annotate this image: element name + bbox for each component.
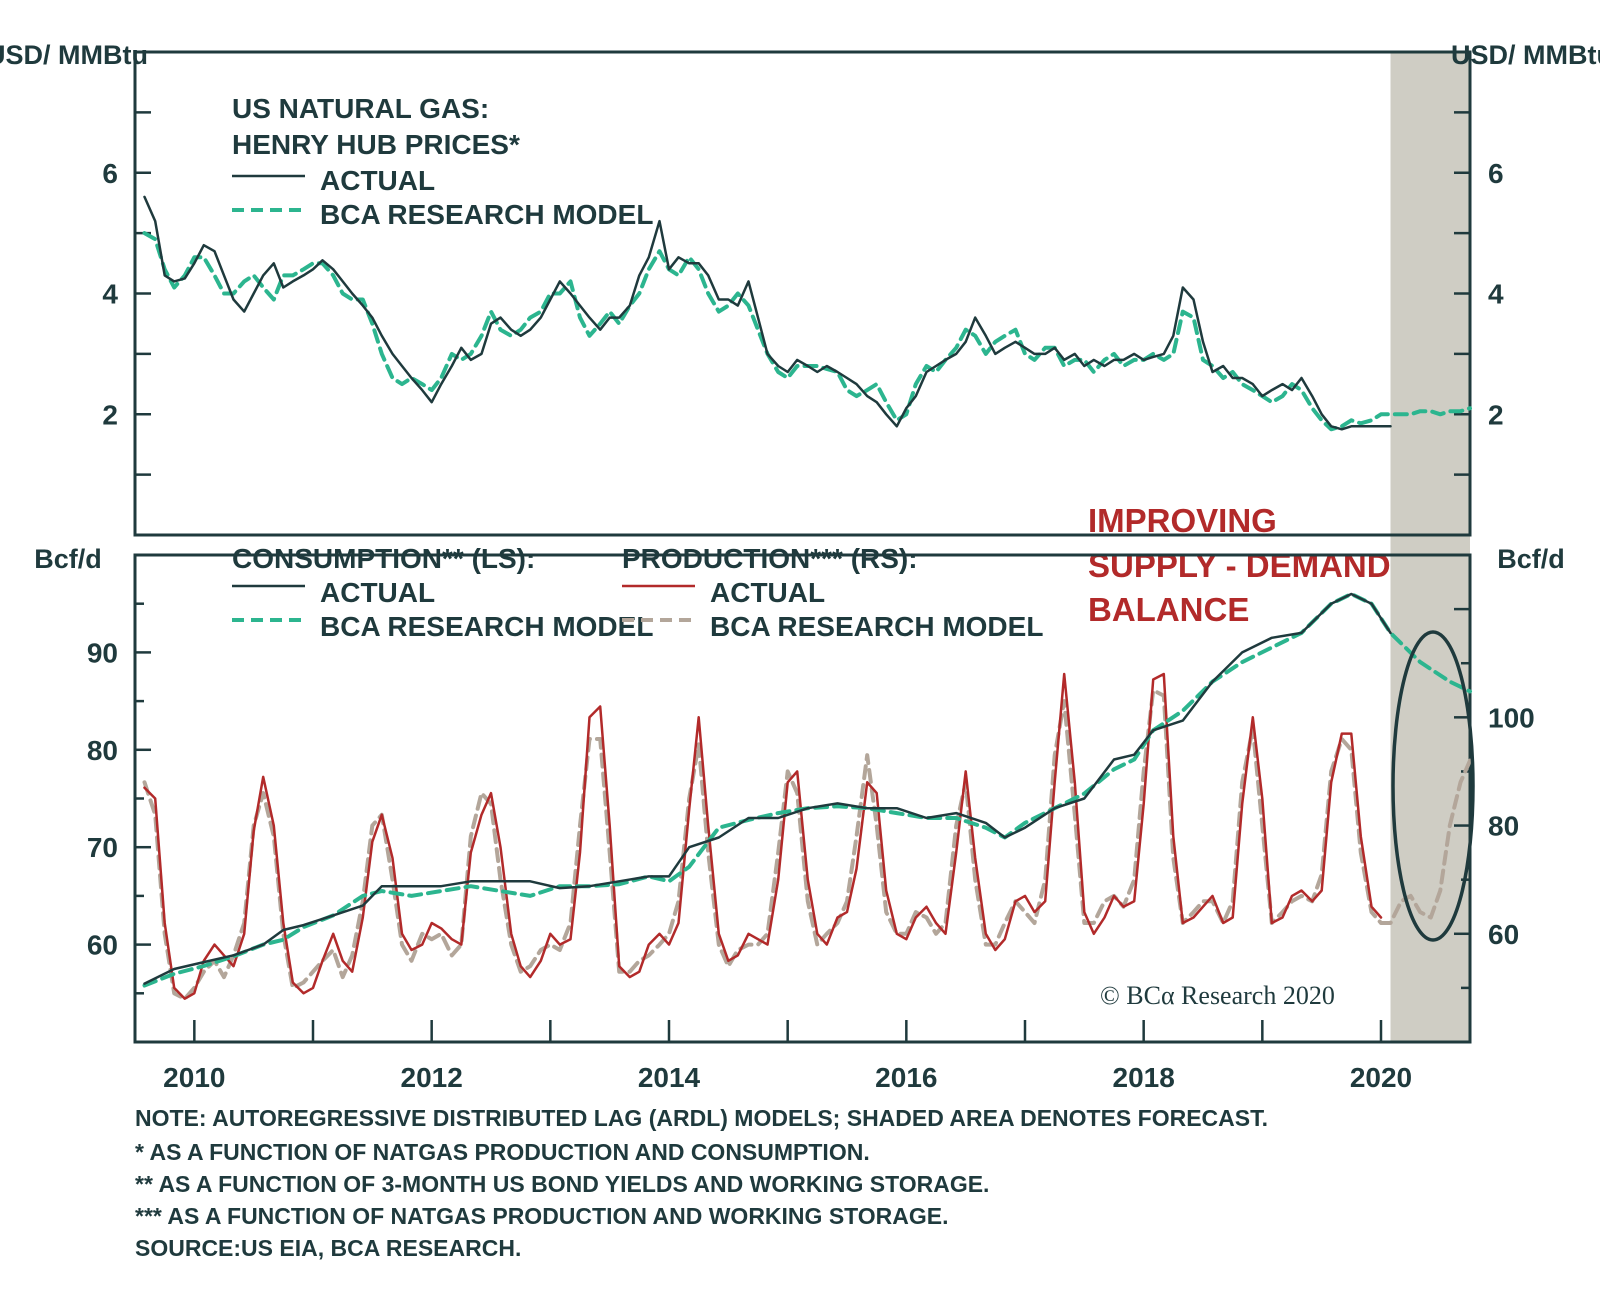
bottom-legend-production-title: PRODUCTION*** (RS): <box>622 543 918 574</box>
bottom-left-axis-label: Bcf/d <box>34 544 102 574</box>
copyright-text: © BCα Research 2020 <box>1100 981 1335 1010</box>
bottom-legend-production-model-label: BCA RESEARCH MODEL <box>710 611 1043 642</box>
top-right-tick-label: 4 <box>1488 279 1504 310</box>
bottom-left-tick-label: 70 <box>87 832 118 863</box>
bottom-right-tick-label: 100 <box>1488 702 1535 733</box>
top-panel-frame <box>133 50 1472 537</box>
footnote-line-2: * AS A FUNCTION OF NATGAS PRODUCTION AND… <box>135 1139 870 1165</box>
production-actual-line <box>143 672 1383 1000</box>
x-tick-label: 2012 <box>401 1062 463 1093</box>
bottom-right-tick-label: 80 <box>1488 811 1519 842</box>
production-model-line <box>142 688 1472 1001</box>
x-tick-label: 2016 <box>875 1062 937 1093</box>
top-legend: US NATURAL GAS: HENRY HUB PRICES* ACTUAL… <box>232 93 653 230</box>
consumption-model-line <box>142 592 1472 988</box>
top-legend-title-line2: HENRY HUB PRICES* <box>232 129 520 160</box>
bottom-left-tick-label: 90 <box>87 637 118 668</box>
bottom-right-axis-label: Bcf/d <box>1497 544 1565 574</box>
bottom-legend-production-actual-label: ACTUAL <box>710 577 825 608</box>
top-series-model-line <box>142 231 1472 432</box>
plot-layer: 2 2 4 4 6 6 60 70 80 90 60 80 100 2010 2012 2014 2016 201… <box>87 50 1535 1093</box>
x-tick-label: 2014 <box>638 1062 701 1093</box>
x-tick-label: 2018 <box>1113 1062 1175 1093</box>
annotation-line1: IMPROVING <box>1088 502 1277 539</box>
bottom-left-tick-label: 60 <box>87 930 118 961</box>
bottom-legend-consumption-title: CONSUMPTION** (LS): <box>232 543 535 574</box>
bottom-legend: CONSUMPTION** (LS): ACTUAL BCA RESEARCH … <box>232 543 1043 642</box>
footnote-line-4: *** AS A FUNCTION OF NATGAS PRODUCTION A… <box>135 1203 949 1229</box>
top-series-actual-line <box>143 195 1392 431</box>
consumption-actual-line <box>143 592 1392 985</box>
footnote-line-1: NOTE: AUTOREGRESSIVE DISTRIBUTED LAG (AR… <box>135 1105 1268 1131</box>
top-legend-actual-label: ACTUAL <box>320 165 435 196</box>
top-left-axis-label-line1: USD/ MMBtu <box>0 40 148 70</box>
bottom-right-tick-label: 60 <box>1488 919 1519 950</box>
top-right-tick-label: 6 <box>1488 158 1504 189</box>
footnotes: NOTE: AUTOREGRESSIVE DISTRIBUTED LAG (AR… <box>135 1105 1268 1261</box>
bottom-legend-consumption-model-label: BCA RESEARCH MODEL <box>320 611 653 642</box>
x-tick-label: 2010 <box>163 1062 225 1093</box>
bottom-legend-consumption-actual-label: ACTUAL <box>320 577 435 608</box>
annotation-line3: BALANCE <box>1088 591 1249 628</box>
bottom-left-tick-label: 80 <box>87 735 118 766</box>
top-right-tick-label: 2 <box>1488 399 1504 430</box>
top-legend-title-line1: US NATURAL GAS: <box>232 93 489 124</box>
supply-demand-annotation: IMPROVING SUPPLY - DEMAND BALANCE <box>1088 502 1391 628</box>
footnote-line-3: ** AS A FUNCTION OF 3-MONTH US BOND YIEL… <box>135 1171 989 1197</box>
top-right-axis-label: USD/ MMBtu <box>1451 40 1600 70</box>
top-left-tick-label: 2 <box>102 399 118 430</box>
x-tick-label: 2020 <box>1350 1062 1412 1093</box>
top-left-tick-label: 4 <box>102 279 118 310</box>
forecast-shaded-area <box>1390 52 1470 1042</box>
top-legend-model-label: BCA RESEARCH MODEL <box>320 199 653 230</box>
top-left-tick-label: 6 <box>102 158 118 189</box>
annotation-line2: SUPPLY - DEMAND <box>1088 547 1391 584</box>
footnote-line-5: SOURCE:US EIA, BCA RESEARCH. <box>135 1235 521 1261</box>
forecast-highlight-ellipse <box>1391 630 1475 942</box>
